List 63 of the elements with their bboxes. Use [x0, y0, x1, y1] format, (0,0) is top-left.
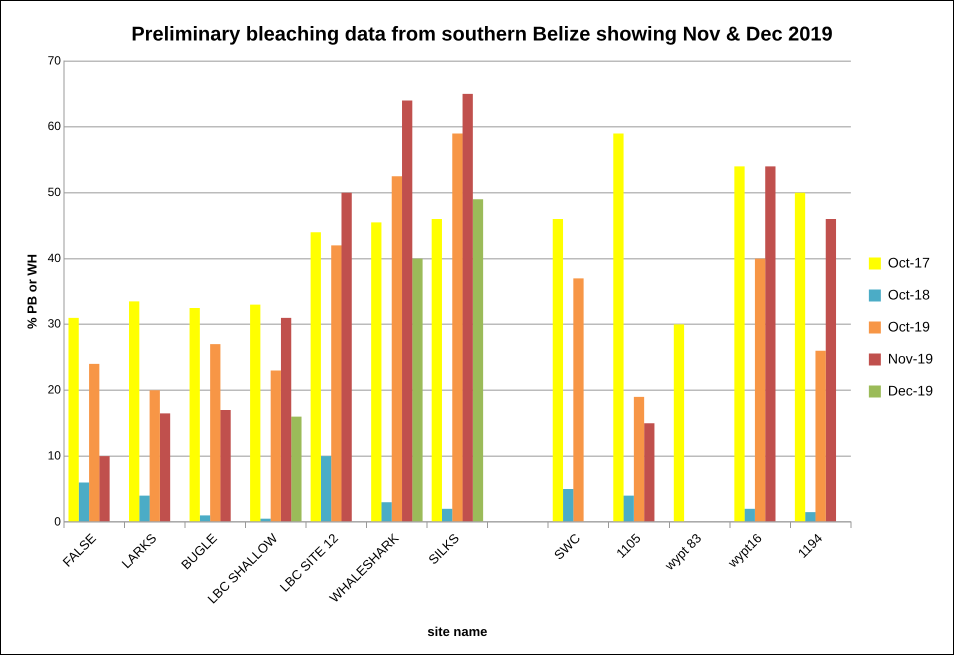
- bar: [341, 192, 352, 522]
- bar: [320, 456, 332, 522]
- y-tick-label: 10: [48, 448, 62, 462]
- bar: [754, 258, 766, 522]
- bar: [674, 324, 684, 522]
- bar: [634, 396, 644, 522]
- bar: [744, 508, 755, 522]
- bar: [280, 318, 292, 522]
- bar: [260, 518, 271, 522]
- bar: [412, 258, 423, 522]
- y-tick-label: 60: [48, 119, 62, 134]
- bar: [291, 416, 302, 522]
- bar: [150, 390, 160, 522]
- bar: [331, 245, 342, 522]
- bar: [392, 176, 402, 522]
- bar: [270, 370, 281, 522]
- bar: [573, 278, 584, 522]
- bar: [210, 344, 220, 522]
- chart-title: Preliminary bleaching data from southern Belize showing Nov & Dec 2019: [131, 24, 833, 46]
- bar: [826, 219, 836, 522]
- bar: [462, 94, 473, 522]
- bar: [794, 192, 806, 522]
- y-axis-title: % PB or WH: [24, 254, 40, 330]
- bar: [644, 423, 654, 522]
- bar: [89, 364, 100, 522]
- bar: [624, 496, 634, 522]
- bar: [129, 301, 140, 522]
- bar: [139, 496, 150, 522]
- bar: [381, 502, 392, 522]
- bar: [99, 456, 110, 522]
- legend-label: Oct-19: [888, 318, 930, 334]
- bar: [472, 199, 484, 522]
- bar: [160, 413, 170, 522]
- bar: [815, 350, 826, 522]
- y-tick-label: 30: [48, 316, 62, 331]
- bar: [68, 318, 79, 522]
- bar: [432, 219, 442, 522]
- bar: [190, 308, 200, 522]
- bar: [552, 219, 564, 522]
- bar: [442, 508, 452, 522]
- x-axis-title: site name: [427, 624, 488, 639]
- bar: [371, 222, 382, 522]
- bar: [805, 512, 816, 522]
- y-tick-label: 70: [48, 53, 62, 68]
- legend-label: Dec-19: [888, 382, 934, 398]
- legend-label: Oct-18: [888, 286, 930, 302]
- bar: [310, 232, 321, 522]
- bar: [200, 515, 210, 522]
- legend-label: Nov-19: [888, 350, 934, 366]
- bar: [734, 166, 745, 522]
- bar: [452, 133, 463, 522]
- y-tick-label: 20: [48, 382, 62, 397]
- y-tick-label: 40: [48, 250, 62, 265]
- bar: [250, 304, 260, 522]
- bar: [402, 100, 412, 522]
- y-tick-label: 50: [48, 185, 62, 200]
- bar: [563, 489, 574, 522]
- legend-label: Oct-17: [888, 254, 930, 270]
- bar: [220, 410, 231, 522]
- y-tick-label: 0: [54, 514, 62, 528]
- bar: [78, 482, 90, 522]
- bar: [613, 133, 624, 522]
- bar: [765, 166, 776, 522]
